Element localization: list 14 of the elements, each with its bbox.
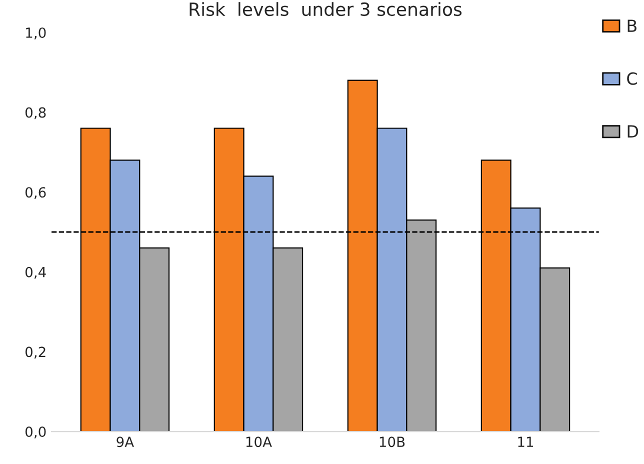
legend-label: B (628, 20, 636, 32)
legend-label: C (627, 72, 637, 85)
y-tick-label: 1,0 (26, 27, 46, 40)
y-tick-label: 0,6 (25, 187, 46, 199)
y-tick-label: 0,2 (25, 346, 46, 359)
x-tick-label: 9A (116, 436, 134, 448)
chart-title: Risk levels under 3 scenarios (190, 2, 462, 16)
legend-label: D (628, 125, 638, 138)
x-tick-label: 10B (380, 436, 405, 448)
y-tick-label: 0,0 (25, 426, 46, 438)
x-tick-label: 10A (246, 436, 272, 448)
y-tick-label: 0,4 (25, 266, 46, 279)
y-tick-label: 0,8 (25, 107, 46, 120)
x-tick-label: 11 (518, 436, 534, 447)
